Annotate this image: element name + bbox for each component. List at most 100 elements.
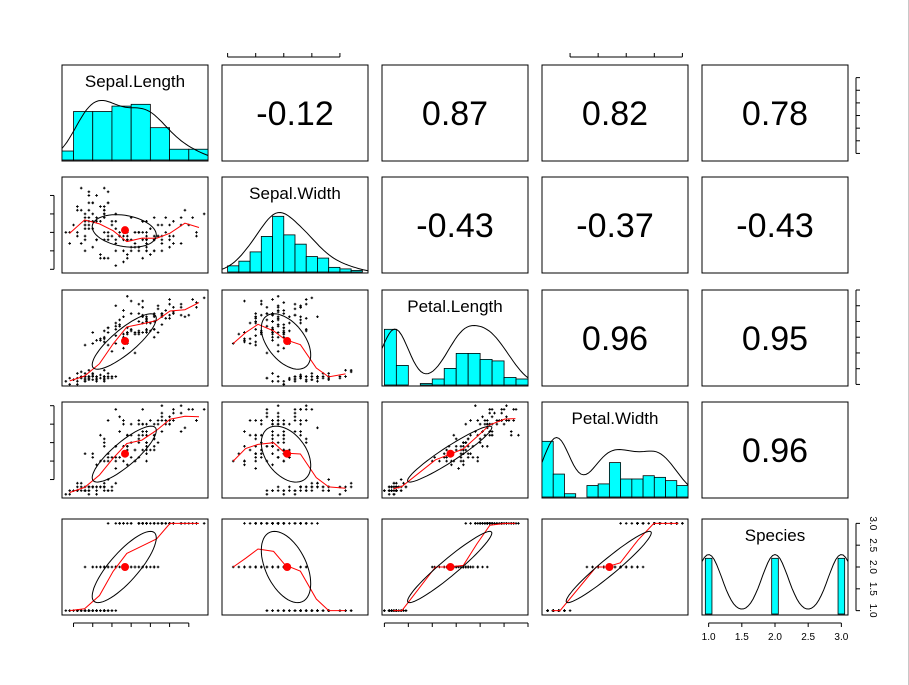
data-point [299, 321, 302, 325]
histogram-bar [294, 243, 307, 273]
tick-label: 2.5 [801, 632, 815, 643]
data-point [133, 231, 137, 234]
data-point [304, 328, 308, 331]
data-point [79, 481, 83, 485]
data-point [282, 379, 286, 383]
data-point [282, 309, 286, 312]
data-point [95, 216, 98, 219]
data-point [243, 430, 246, 433]
histogram-bar [272, 215, 285, 273]
panel-petal-length-vs-species: 0.95 [701, 289, 849, 387]
data-point [321, 489, 325, 492]
panel-frame [61, 401, 209, 499]
data-point [248, 448, 252, 452]
data-point [76, 208, 79, 212]
data-point [145, 430, 148, 433]
panel-frame [61, 176, 209, 274]
correlation-value: 0.96 [742, 432, 808, 470]
histogram-bar [771, 557, 779, 615]
data-point [114, 609, 118, 612]
data-point [469, 419, 472, 422]
data-point [276, 485, 280, 489]
histogram-bar [350, 270, 363, 273]
data-point [202, 408, 206, 411]
data-point [276, 323, 280, 326]
y-axis-sepal-length [855, 77, 860, 154]
data-point [179, 411, 183, 415]
mean-point [283, 336, 292, 345]
data-point [110, 220, 114, 223]
data-point [276, 433, 280, 437]
panel-petal-length-vs-petal-width: 0.96 [541, 289, 689, 387]
data-point [390, 485, 393, 489]
data-point [129, 249, 133, 253]
data-point [310, 609, 314, 612]
tick-label: 1.0 [702, 632, 716, 643]
data-point [288, 315, 291, 319]
data-point [64, 231, 68, 234]
data-point [260, 565, 263, 569]
data-point [293, 430, 297, 433]
data-point [276, 404, 280, 407]
data-point [110, 350, 114, 353]
data-point [172, 312, 175, 315]
data-point [276, 375, 280, 378]
data-point [344, 368, 347, 372]
data-point [271, 609, 274, 612]
data-point [202, 522, 206, 525]
data-point [102, 375, 106, 378]
data-point [321, 376, 325, 380]
data-point [288, 378, 291, 382]
data-point [316, 485, 319, 489]
data-point [160, 249, 164, 253]
data-point [271, 320, 274, 323]
data-point [87, 201, 91, 205]
data-point [137, 433, 141, 437]
data-point [299, 422, 302, 426]
data-point [505, 419, 508, 422]
data-point [271, 445, 274, 448]
data-point [114, 321, 118, 325]
histogram-bar [552, 473, 565, 498]
data-point [282, 383, 286, 386]
data-point [187, 313, 191, 317]
data-point [641, 522, 645, 525]
data-point [254, 343, 257, 347]
data-point [102, 256, 106, 260]
data-point [106, 565, 110, 569]
data-point [114, 227, 118, 230]
data-point [106, 231, 110, 234]
data-point [338, 493, 342, 496]
panel-frame [221, 518, 369, 616]
data-point [106, 331, 110, 334]
data-point [271, 463, 274, 467]
data-point [141, 430, 144, 433]
data-point [276, 456, 280, 459]
data-point [122, 422, 125, 426]
data-point [316, 376, 319, 380]
loess-line [69, 522, 199, 612]
data-point [299, 522, 302, 525]
data-point [265, 312, 269, 315]
y-axis-petal-length [855, 289, 860, 385]
data-point [316, 522, 319, 525]
histogram-bar [227, 265, 240, 273]
data-point [493, 411, 496, 415]
data-point [459, 456, 463, 459]
data-point [344, 485, 347, 489]
data-point [91, 565, 95, 569]
panel-sepal-width-vs-petal-length: -0.43 [381, 176, 529, 274]
data-point [276, 448, 280, 452]
data-point [254, 467, 257, 470]
data-point [149, 227, 152, 230]
histogram-bar [608, 462, 622, 498]
data-point [254, 328, 257, 331]
data-point [433, 456, 436, 459]
correlation-value: 0.87 [422, 95, 488, 133]
data-point [585, 565, 589, 569]
data-point [102, 205, 106, 208]
data-point [430, 565, 434, 569]
data-point [106, 522, 110, 525]
histogram-bar [479, 359, 493, 386]
